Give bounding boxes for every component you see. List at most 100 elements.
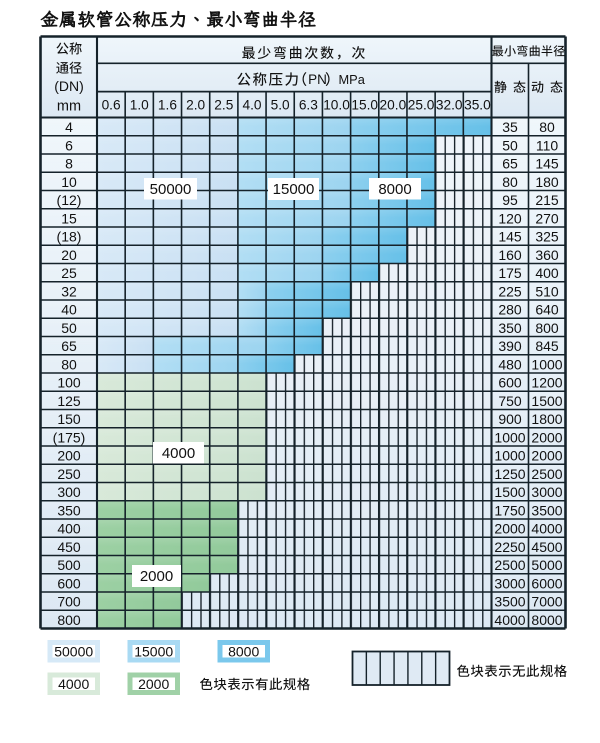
svg-text:1000: 1000	[494, 448, 525, 464]
svg-text:80: 80	[539, 119, 555, 135]
svg-text:mm: mm	[57, 99, 81, 115]
svg-text:8: 8	[65, 156, 73, 172]
svg-text:15: 15	[61, 210, 77, 226]
svg-text:2000: 2000	[494, 521, 525, 537]
svg-text:125: 125	[57, 393, 81, 409]
svg-text:20.0: 20.0	[380, 97, 407, 112]
svg-text:(12): (12)	[57, 192, 82, 208]
svg-text:4000: 4000	[58, 676, 89, 692]
svg-text:225: 225	[498, 283, 522, 299]
svg-text:1200: 1200	[531, 375, 562, 391]
svg-text:4000: 4000	[494, 612, 525, 628]
svg-text:2.0: 2.0	[186, 97, 205, 112]
svg-text:8000: 8000	[378, 181, 411, 198]
svg-text:8000: 8000	[531, 612, 562, 628]
svg-text:80: 80	[61, 356, 77, 372]
svg-text:80: 80	[502, 174, 518, 190]
svg-text:10: 10	[61, 174, 77, 190]
svg-text:700: 700	[57, 594, 81, 610]
svg-text:510: 510	[535, 283, 559, 299]
svg-text:100: 100	[57, 375, 81, 391]
svg-text:6000: 6000	[531, 575, 562, 591]
svg-text:32: 32	[61, 283, 77, 299]
svg-text:900: 900	[498, 411, 522, 427]
svg-text:50000: 50000	[54, 643, 93, 659]
svg-text:270: 270	[535, 210, 559, 226]
svg-text:6: 6	[65, 137, 73, 153]
svg-text:6.3: 6.3	[299, 97, 318, 112]
svg-text:450: 450	[57, 539, 81, 555]
svg-text:32.0: 32.0	[436, 97, 463, 112]
svg-text:25: 25	[61, 265, 77, 281]
svg-text:145: 145	[498, 229, 522, 245]
svg-text:5.0: 5.0	[271, 97, 290, 112]
svg-text:4.0: 4.0	[242, 97, 261, 112]
svg-text:145: 145	[535, 156, 559, 172]
svg-text:800: 800	[57, 612, 81, 628]
svg-text:1500: 1500	[494, 484, 525, 500]
svg-text:1800: 1800	[531, 411, 562, 427]
svg-text:2500: 2500	[531, 466, 562, 482]
svg-text:15000: 15000	[134, 643, 173, 659]
svg-text:2500: 2500	[494, 557, 525, 573]
svg-text:(DN): (DN)	[54, 78, 84, 94]
svg-text:10.0: 10.0	[323, 97, 350, 112]
svg-text:35.0: 35.0	[464, 97, 491, 112]
svg-text:1.6: 1.6	[158, 97, 177, 112]
svg-text:280: 280	[498, 302, 522, 318]
svg-text:175: 175	[498, 265, 522, 281]
svg-text:600: 600	[498, 375, 522, 391]
svg-text:3000: 3000	[531, 484, 562, 500]
svg-text:3500: 3500	[531, 502, 562, 518]
svg-text:15.0: 15.0	[351, 97, 378, 112]
svg-text:480: 480	[498, 356, 522, 372]
svg-text:200: 200	[57, 448, 81, 464]
svg-text:50000: 50000	[150, 181, 192, 198]
svg-text:4500: 4500	[531, 539, 562, 555]
svg-text:400: 400	[535, 265, 559, 281]
svg-text:25.0: 25.0	[408, 97, 435, 112]
svg-text:845: 845	[535, 338, 559, 354]
svg-text:160: 160	[498, 247, 522, 263]
svg-text:1000: 1000	[531, 356, 562, 372]
svg-text:110: 110	[536, 137, 559, 153]
svg-text:800: 800	[535, 320, 559, 336]
svg-text:750: 750	[498, 393, 522, 409]
svg-text:40: 40	[61, 302, 77, 318]
svg-text:350: 350	[57, 502, 81, 518]
svg-text:2000: 2000	[531, 448, 562, 464]
svg-text:4000: 4000	[531, 521, 562, 537]
svg-text:95: 95	[502, 192, 518, 208]
svg-text:65: 65	[502, 156, 518, 172]
svg-text:300: 300	[57, 484, 81, 500]
svg-text:350: 350	[498, 320, 522, 336]
svg-text:2000: 2000	[138, 676, 169, 692]
svg-text:640: 640	[535, 302, 559, 318]
svg-text:1500: 1500	[531, 393, 562, 409]
svg-text:8000: 8000	[228, 643, 259, 659]
svg-text:7000: 7000	[531, 594, 562, 610]
svg-text:400: 400	[57, 521, 81, 537]
svg-text:2000: 2000	[531, 429, 562, 445]
svg-text:250: 250	[57, 466, 81, 482]
svg-text:35: 35	[502, 119, 518, 135]
svg-text:1000: 1000	[494, 429, 525, 445]
svg-text:600: 600	[57, 575, 81, 591]
svg-text:2.5: 2.5	[214, 97, 233, 112]
svg-text:4000: 4000	[162, 445, 195, 462]
svg-text:1750: 1750	[494, 502, 525, 518]
svg-text:(18): (18)	[57, 229, 82, 245]
svg-text:1250: 1250	[494, 466, 525, 482]
svg-text:500: 500	[57, 557, 81, 573]
svg-text:MPa: MPa	[339, 72, 366, 87]
svg-text:150: 150	[57, 411, 81, 427]
svg-text:0.6: 0.6	[102, 97, 121, 112]
svg-text:(175): (175)	[53, 429, 86, 445]
svg-text:50: 50	[61, 320, 77, 336]
svg-text:50: 50	[502, 137, 518, 153]
svg-text:4: 4	[65, 119, 73, 135]
svg-text:120: 120	[498, 210, 522, 226]
svg-text:PN: PN	[308, 72, 327, 87]
svg-text:390: 390	[498, 338, 522, 354]
svg-text:215: 215	[535, 192, 559, 208]
